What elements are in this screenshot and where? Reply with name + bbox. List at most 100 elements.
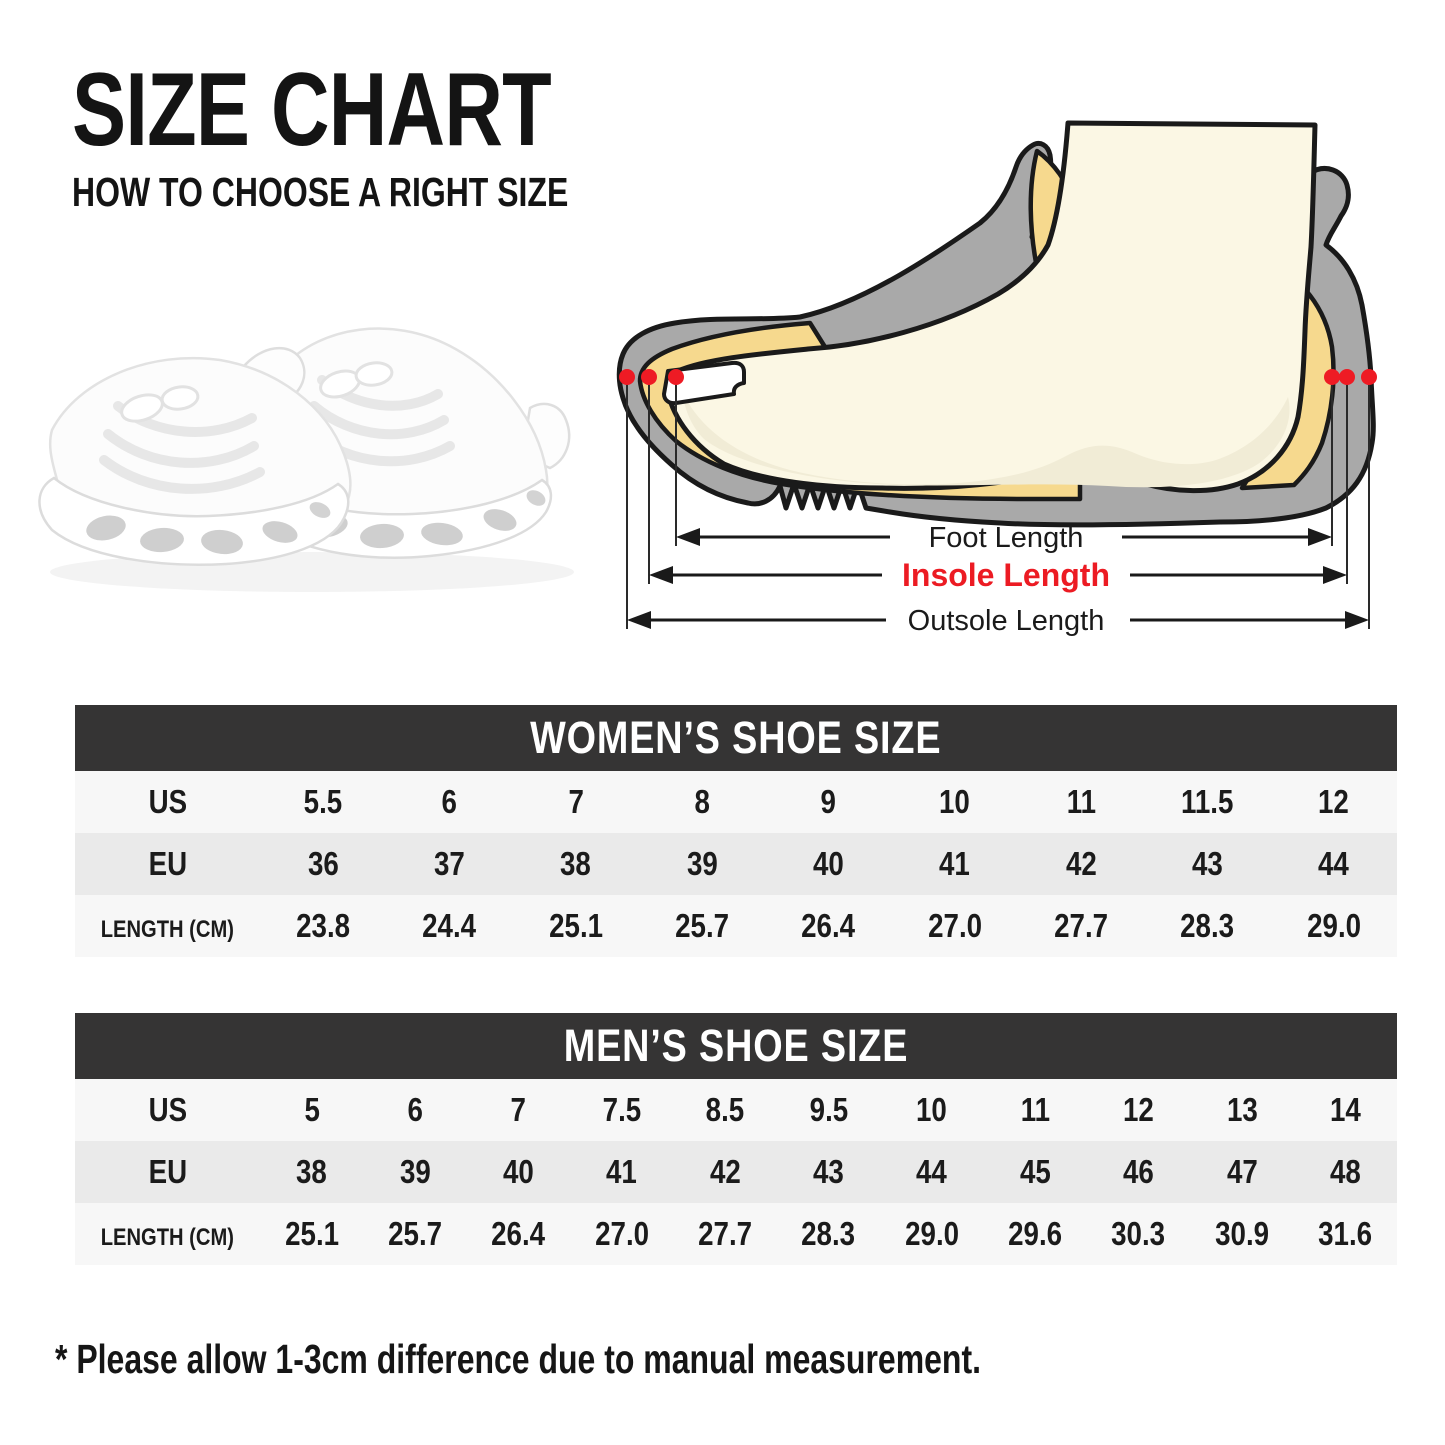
size-cell: 6 xyxy=(407,1091,423,1128)
product-photo-sneakers xyxy=(22,288,600,606)
row-label: EU xyxy=(148,845,187,882)
size-cell: 27.7 xyxy=(1054,907,1109,944)
size-cell: 48 xyxy=(1329,1153,1361,1190)
page-title: SIZE CHART xyxy=(72,52,552,168)
table-row: EU 38 39 40 41 42 43 44 45 46 47 48 xyxy=(75,1141,1397,1203)
row-label: EU xyxy=(148,1153,187,1190)
row-label: LENGTH (CM) xyxy=(100,916,235,943)
size-cell: 11 xyxy=(1020,1091,1050,1128)
arrowhead-right xyxy=(1345,611,1369,629)
size-cell: 25.1 xyxy=(284,1215,339,1252)
size-cell: 7 xyxy=(510,1091,527,1128)
size-cell: 27.0 xyxy=(594,1215,649,1252)
size-cell: 26.4 xyxy=(491,1215,546,1252)
size-cell: 37 xyxy=(434,845,465,882)
size-cell: 9 xyxy=(820,783,837,820)
row-label: US xyxy=(148,1091,187,1128)
foot-sole-shading xyxy=(682,390,1290,488)
mens-table-header: MEN’S SHOE SIZE xyxy=(75,1013,1397,1079)
arrowhead-right xyxy=(1308,528,1332,546)
outsole-length-label: Outsole Length xyxy=(908,605,1105,637)
size-cell: 8.5 xyxy=(705,1091,745,1128)
table-row: US 5 6 7 7.5 8.5 9.5 10 11 12 13 14 xyxy=(75,1079,1397,1141)
measurement-diagram: Foot Length Insole Length Outsole Length xyxy=(610,95,1410,660)
size-cell: 42 xyxy=(1065,845,1097,882)
womens-table-header: WOMEN’S SHOE SIZE xyxy=(75,705,1397,771)
foot-and-leg xyxy=(664,120,1318,494)
measurement-note: * Please allow 1-3cm difference due to m… xyxy=(55,1336,981,1382)
size-cell: 12 xyxy=(1123,1091,1154,1128)
title-block: SIZE CHART HOW TO CHOOSE A RIGHT SIZE xyxy=(72,58,708,213)
page-subtitle: HOW TO CHOOSE A RIGHT SIZE xyxy=(72,169,569,215)
size-cell: 5.5 xyxy=(303,783,343,820)
size-cell: 43 xyxy=(813,1153,844,1190)
size-cell: 29.0 xyxy=(904,1215,959,1252)
size-cell: 40 xyxy=(502,1153,534,1190)
row-label: LENGTH (CM) xyxy=(100,1224,235,1251)
size-cell: 46 xyxy=(1123,1153,1154,1190)
size-cell: 29.0 xyxy=(1306,907,1361,944)
size-cell: 23.8 xyxy=(296,907,351,944)
size-cell: 8 xyxy=(694,783,710,820)
size-cell: 45 xyxy=(1019,1153,1051,1190)
size-cell: 43 xyxy=(1192,845,1223,882)
size-cell: 27.0 xyxy=(927,907,982,944)
mens-table-body: US 5 6 7 7.5 8.5 9.5 10 11 12 13 14 EU 38 39 40 41 42 43 44… xyxy=(75,1079,1397,1265)
size-cell: 25.1 xyxy=(548,907,603,944)
size-cell: 41 xyxy=(939,845,971,882)
size-cell: 41 xyxy=(606,1153,638,1190)
toenail xyxy=(662,360,746,406)
foot-diagram-icon: Foot Length Insole Length Outsole Length xyxy=(616,120,1377,637)
size-cell: 5 xyxy=(303,1091,320,1128)
size-cell: 10 xyxy=(939,783,971,820)
sneaker-front-icon xyxy=(38,346,352,566)
size-cell: 24.4 xyxy=(422,907,477,944)
size-cell: 40 xyxy=(813,845,844,882)
womens-table-body: US 5.5 6 7 8 9 10 11 11.5 12 EU 36 37 38 39 40 41 42 43 44 L… xyxy=(75,771,1397,957)
size-cell: 14 xyxy=(1329,1091,1361,1128)
size-cell: 11.5 xyxy=(1181,783,1234,820)
size-cell: 25.7 xyxy=(675,907,730,944)
foot-length-label: Foot Length xyxy=(929,522,1084,554)
mens-table-title: MEN’S SHOE SIZE xyxy=(563,1020,909,1071)
size-cell: 39 xyxy=(399,1153,431,1190)
size-cell: 38 xyxy=(560,845,592,882)
size-cell: 26.4 xyxy=(801,907,856,944)
size-cell: 30.9 xyxy=(1214,1215,1269,1252)
size-cell: 28.3 xyxy=(801,1215,856,1252)
row-label: US xyxy=(148,783,187,820)
size-cell: 38 xyxy=(296,1153,328,1190)
size-cell: 28.3 xyxy=(1180,907,1235,944)
guide-lines xyxy=(626,383,1370,629)
size-cell: 31.6 xyxy=(1318,1215,1373,1252)
size-cell: 39 xyxy=(686,845,718,882)
size-cell: 30.3 xyxy=(1111,1215,1166,1252)
size-cell: 47 xyxy=(1226,1153,1258,1190)
size-cell: 44 xyxy=(1318,845,1350,882)
table-row: EU 36 37 38 39 40 41 42 43 44 xyxy=(75,833,1397,895)
size-cell: 7 xyxy=(568,783,584,820)
table-row: LENGTH (CM) 23.8 24.4 25.1 25.7 26.4 27.0 27.7 2… xyxy=(75,895,1397,957)
size-cell: 9.5 xyxy=(809,1091,848,1128)
measurement-dots xyxy=(619,369,1377,385)
size-cell: 6 xyxy=(441,783,458,820)
sneakers-illustration xyxy=(38,327,574,592)
womens-size-table: WOMEN’S SHOE SIZE US 5.5 6 7 8 9 10 11 11.5 12 EU 3… xyxy=(75,705,1397,957)
mens-size-table: MEN’S SHOE SIZE US 5 6 7 7.5 8.5 9.5 10 11 12 13 14… xyxy=(75,1013,1397,1265)
arrowhead-left xyxy=(676,528,700,546)
table-row: LENGTH (CM) 25.1 25.7 26.4 27.0 27.7 28.3 29.0 2… xyxy=(75,1203,1397,1265)
arrowhead-right xyxy=(1323,566,1347,584)
size-cell: 13 xyxy=(1226,1091,1258,1128)
arrowhead-left xyxy=(627,611,651,629)
size-cell: 12 xyxy=(1318,783,1350,820)
size-cell: 10 xyxy=(916,1091,948,1128)
size-cell: 44 xyxy=(916,1153,948,1190)
size-cell: 11 xyxy=(1066,783,1096,820)
size-cell: 36 xyxy=(307,845,339,882)
size-cell: 42 xyxy=(709,1153,741,1190)
table-row: US 5.5 6 7 8 9 10 11 11.5 12 xyxy=(75,771,1397,833)
size-cell: 27.7 xyxy=(698,1215,753,1252)
womens-table-title: WOMEN’S SHOE SIZE xyxy=(530,712,942,763)
size-cell: 7.5 xyxy=(602,1091,642,1128)
arrowhead-left xyxy=(649,566,673,584)
